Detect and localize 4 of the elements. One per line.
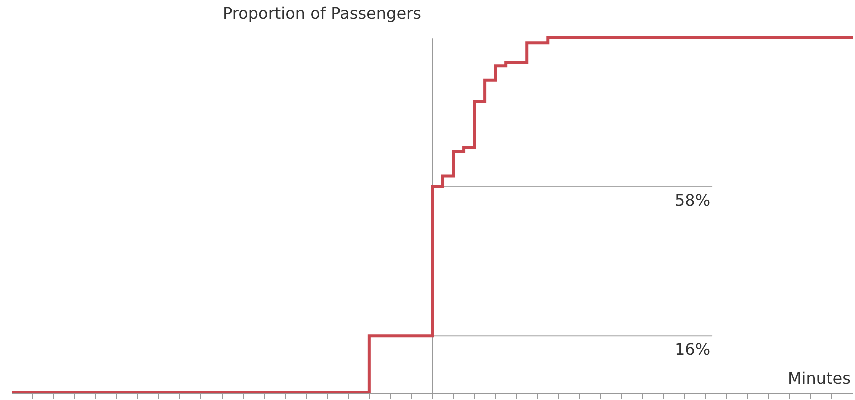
y-axis-title: Proportion of Passengers <box>223 4 422 23</box>
x-axis-title: Minutes <box>788 369 851 388</box>
ref-line-label: 16% <box>675 340 711 359</box>
ref-line-label: 58% <box>675 191 711 210</box>
